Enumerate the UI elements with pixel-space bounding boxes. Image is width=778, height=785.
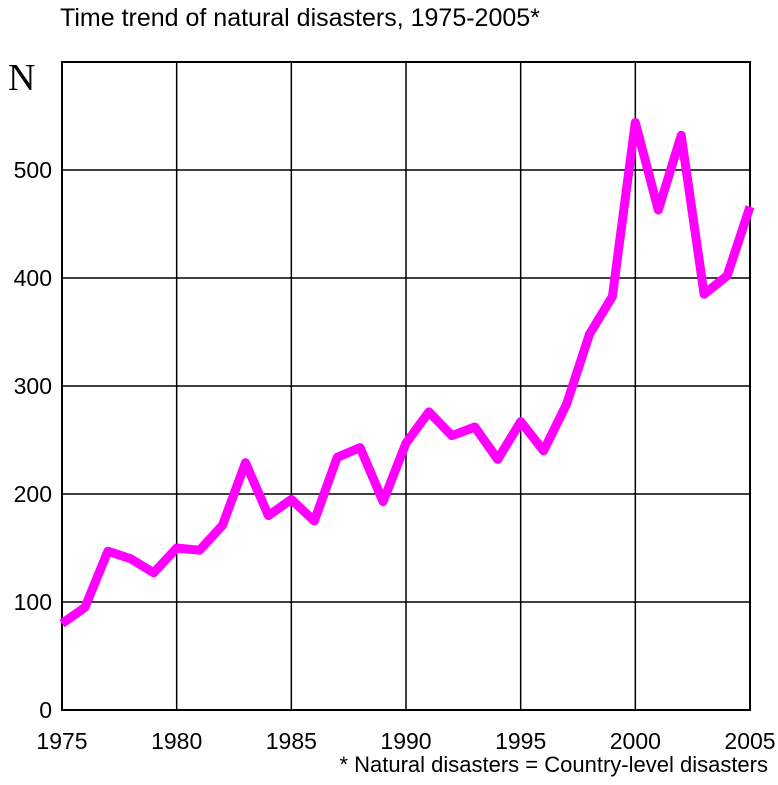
data-point	[405, 442, 407, 444]
y-tick-label: 100	[14, 589, 52, 615]
data-point	[680, 134, 682, 136]
y-tick-label: 500	[14, 157, 52, 183]
data-point	[244, 462, 246, 464]
chart-title: Time trend of natural disasters, 1975-20…	[60, 4, 540, 32]
x-tick-label: 1980	[151, 728, 202, 754]
data-point	[176, 547, 178, 549]
data-point	[107, 550, 109, 552]
x-tick-label: 2005	[724, 728, 775, 754]
y-tick-labels: 0 100 200 300 400 500	[14, 157, 52, 723]
y-tick-label: 400	[14, 265, 52, 291]
data-point	[313, 520, 315, 522]
y-tick-label: 300	[14, 373, 52, 399]
data-point	[726, 275, 728, 277]
y-tick-label: 200	[14, 481, 52, 507]
data-point	[543, 450, 545, 452]
data-point	[474, 426, 476, 428]
data-point	[611, 295, 613, 297]
x-tick-labels: 1975 1980 1985 1990 1995 2000 2005	[36, 728, 775, 754]
data-point	[336, 456, 338, 458]
data-point	[451, 435, 453, 437]
x-tick-label: 1990	[380, 728, 431, 754]
data-point	[634, 121, 636, 123]
data-point	[520, 421, 522, 423]
data-point	[153, 572, 155, 574]
data-point	[749, 206, 751, 208]
data-point	[84, 606, 86, 608]
y-tick-label: 0	[39, 697, 52, 723]
x-tick-label: 1975	[36, 728, 87, 754]
chart-footnote: * Natural disasters = Country-level disa…	[339, 752, 768, 777]
plot-frame	[61, 61, 751, 711]
data-point	[428, 411, 430, 413]
data-point	[657, 209, 659, 211]
data-point	[497, 458, 499, 460]
y-axis-label: N	[8, 57, 36, 99]
data-point	[703, 293, 705, 295]
data-point	[588, 333, 590, 335]
data-point	[382, 501, 384, 503]
x-tick-label: 1995	[495, 728, 546, 754]
data-point	[199, 549, 201, 551]
data-point	[222, 524, 224, 526]
x-tick-label: 2000	[610, 728, 661, 754]
data-point	[61, 623, 63, 625]
data-point	[566, 403, 568, 405]
data-point	[290, 498, 292, 500]
data-point	[267, 515, 269, 517]
x-tick-label: 1985	[266, 728, 317, 754]
series-group	[59, 118, 755, 628]
data-point	[130, 558, 132, 560]
data-point	[359, 447, 361, 449]
